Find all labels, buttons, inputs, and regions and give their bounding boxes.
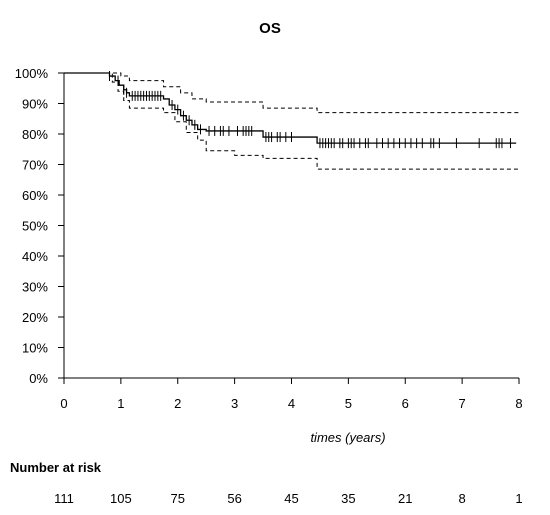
risk-table: 111 105 75 56 45 35 21 8 1 <box>54 491 523 506</box>
y-tick-label: 70% <box>22 158 48 173</box>
risk-count: 21 <box>398 491 412 506</box>
axes: 0% 10% 20% 30% 40% 50% 60% 70% 80% 90% 100% 0 1 2 3 4 5 6… <box>15 66 523 411</box>
x-tick-label: 6 <box>402 396 409 411</box>
x-tick-label: 1 <box>117 396 124 411</box>
risk-count: 111 <box>54 491 74 506</box>
y-tick-label: 20% <box>22 310 48 325</box>
chart-title: OS <box>259 20 281 37</box>
y-tick-label: 100% <box>15 66 49 81</box>
risk-count: 56 <box>227 491 241 506</box>
ci-lower-line <box>64 72 519 170</box>
risk-count: 45 <box>284 491 298 506</box>
x-axis-label: times (years) <box>310 430 385 445</box>
risk-count: 35 <box>341 491 355 506</box>
x-tick-label: 2 <box>174 396 181 411</box>
y-tick-label: 60% <box>22 188 48 203</box>
y-tick-label: 80% <box>22 127 48 142</box>
x-tick-label: 5 <box>345 396 352 411</box>
confidence-bands <box>64 72 519 170</box>
y-tick-label: 30% <box>22 280 48 295</box>
risk-count: 8 <box>459 491 466 506</box>
x-tick-label: 7 <box>459 396 466 411</box>
y-tick-label: 0% <box>29 371 48 386</box>
risk-count: 75 <box>171 491 185 506</box>
ci-upper-line <box>64 72 519 114</box>
x-tick-label: 8 <box>515 396 522 411</box>
x-tick-label: 3 <box>231 396 238 411</box>
y-tick-label: 40% <box>22 249 48 264</box>
risk-count: 105 <box>110 491 132 506</box>
censor-marks <box>109 71 511 149</box>
y-tick-label: 90% <box>22 97 48 112</box>
risk-table-title: Number at risk <box>10 460 102 475</box>
risk-count: 1 <box>515 491 522 506</box>
y-tick-label: 10% <box>22 341 48 356</box>
x-tick-label: 4 <box>288 396 295 411</box>
x-tick-label: 0 <box>60 396 67 411</box>
y-tick-label: 50% <box>22 219 48 234</box>
